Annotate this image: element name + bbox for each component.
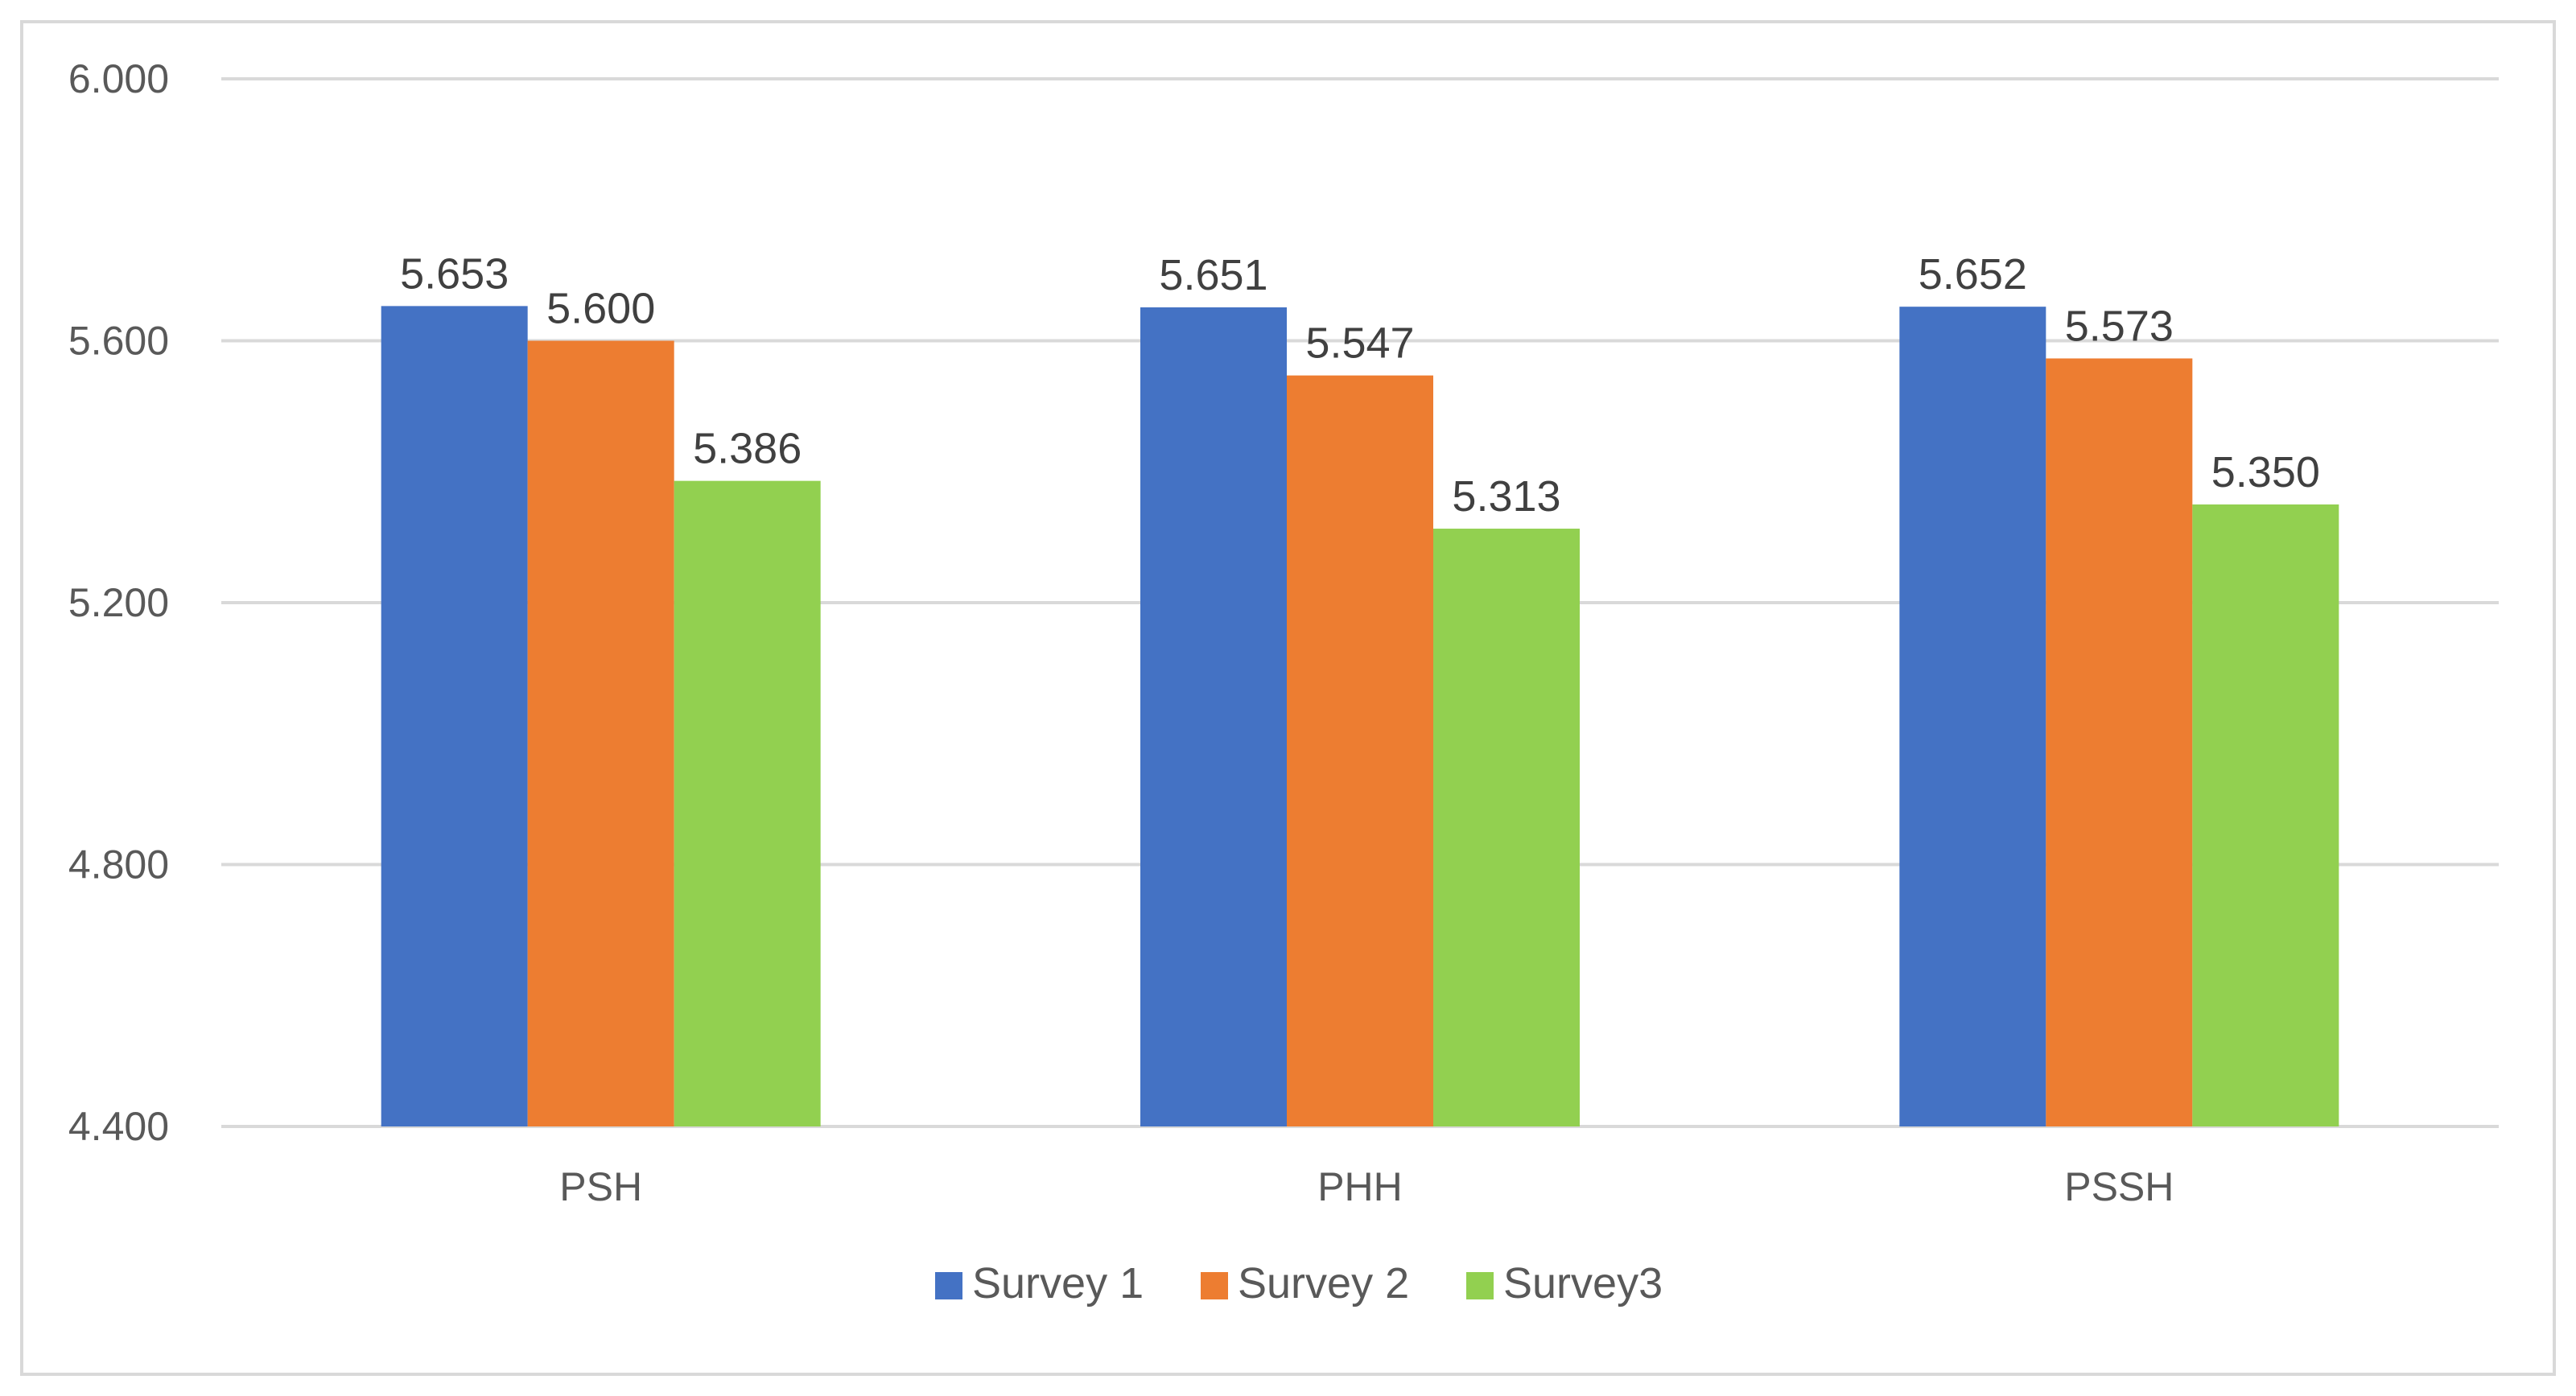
legend: Survey 1 Survey 2 Survey3 bbox=[935, 1259, 1663, 1307]
bar-survey-2-phh bbox=[1287, 375, 1433, 1126]
data-label: 5.350 bbox=[2211, 448, 2320, 496]
bar-survey-2-pssh bbox=[2046, 358, 2193, 1126]
data-label: 5.573 bbox=[2065, 302, 2174, 350]
data-label: 5.313 bbox=[1452, 472, 1560, 521]
bar-survey-1-phh bbox=[1140, 307, 1287, 1126]
data-label: 5.653 bbox=[400, 249, 509, 298]
data-label: 5.651 bbox=[1159, 251, 1267, 299]
data-label: 5.652 bbox=[1919, 250, 2027, 299]
bars bbox=[381, 306, 2339, 1127]
bar-survey3-pssh bbox=[2192, 504, 2339, 1126]
bar-survey-1-psh bbox=[381, 306, 528, 1127]
data-labels: 5.653 5.600 5.386 5.651 5.547 5.313 5.652 5.573… bbox=[400, 249, 2320, 521]
legend-swatch bbox=[1201, 1272, 1228, 1299]
bar-survey3-psh bbox=[674, 480, 821, 1126]
data-label: 5.600 bbox=[546, 285, 655, 333]
legend-label: Survey 1 bbox=[972, 1259, 1144, 1307]
y-axis-ticks: 4.400 4.800 5.200 5.600 6.000 bbox=[68, 56, 169, 1149]
x-axis-categories: PSH PHH PSSH bbox=[559, 1164, 2174, 1209]
data-label: 5.386 bbox=[693, 425, 802, 473]
legend-label: Survey 2 bbox=[1238, 1259, 1409, 1307]
bar-survey3-phh bbox=[1433, 529, 1580, 1126]
category-label: PSH bbox=[559, 1164, 642, 1209]
y-tick-label: 5.200 bbox=[68, 580, 169, 625]
category-label: PSSH bbox=[2064, 1164, 2174, 1209]
legend-swatch bbox=[935, 1272, 962, 1299]
y-tick-label: 4.800 bbox=[68, 842, 169, 887]
legend-swatch bbox=[1466, 1272, 1494, 1299]
y-tick-label: 5.600 bbox=[68, 319, 169, 364]
legend-label: Survey3 bbox=[1503, 1259, 1663, 1307]
y-tick-label: 4.400 bbox=[68, 1104, 169, 1149]
bar-survey-2-psh bbox=[527, 340, 674, 1126]
category-label: PHH bbox=[1317, 1164, 1403, 1209]
data-label: 5.547 bbox=[1305, 319, 1414, 368]
bar-survey-1-pssh bbox=[1899, 307, 2046, 1126]
y-tick-label: 6.000 bbox=[68, 56, 169, 101]
